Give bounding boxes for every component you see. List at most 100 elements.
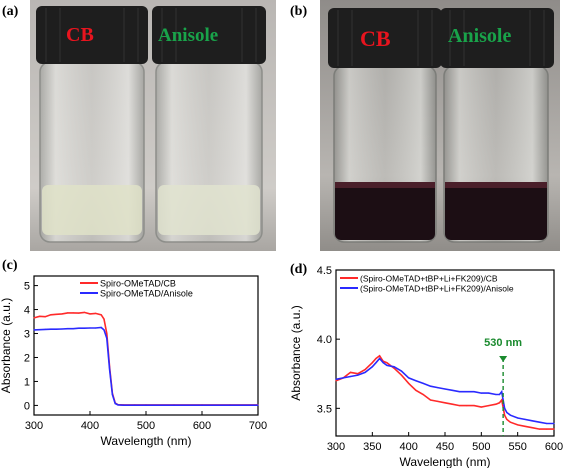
data-point	[437, 400, 439, 402]
data-point	[111, 394, 113, 396]
data-point	[501, 399, 503, 401]
legend-entry-0: (Spiro-OMeTAD+tBP+Li+FK209)/CB	[360, 274, 498, 284]
data-point	[517, 424, 519, 426]
data-point	[531, 420, 533, 422]
data-point	[408, 382, 410, 384]
data-point	[400, 370, 402, 372]
data-point	[451, 403, 453, 405]
data-point	[55, 328, 58, 330]
data-point	[83, 327, 85, 329]
x-tick-label: 600	[545, 441, 563, 453]
marker-arrow-icon	[499, 356, 508, 362]
data-point	[371, 362, 373, 364]
chart-d: 300 350 400 450 500 550 600 3.5 4.0 4.5 Wavelength…	[290, 262, 567, 468]
photo-a: CB Anisole	[30, 0, 276, 251]
data-point	[506, 418, 508, 420]
data-point	[201, 404, 203, 406]
x-axis-label: Wavelength (nm)	[400, 455, 491, 468]
data-point	[100, 314, 102, 316]
data-point	[103, 329, 105, 331]
data-point	[553, 428, 555, 430]
data-point	[257, 404, 259, 406]
data-point	[364, 371, 366, 373]
data-point	[39, 329, 41, 331]
data-point	[466, 391, 468, 393]
data-point	[72, 328, 74, 330]
data-point	[400, 374, 402, 376]
data-point	[95, 327, 97, 329]
data-point	[466, 405, 468, 407]
x-tick-label: 450	[436, 441, 454, 453]
x-tick-label: 600	[193, 420, 211, 432]
data-point	[451, 389, 453, 391]
series-line-1	[33, 326, 258, 406]
data-point	[349, 375, 352, 378]
data-point	[72, 312, 74, 314]
data-point	[103, 318, 105, 320]
data-point	[444, 388, 446, 390]
data-point	[437, 387, 439, 389]
data-point	[95, 312, 97, 314]
data-point	[488, 392, 490, 394]
data-point	[67, 328, 69, 330]
data-point	[415, 389, 417, 391]
vial-label-anisole-a: Anisole	[158, 25, 219, 46]
x-tick-label: 500	[137, 420, 155, 432]
y-tick-label: 2	[24, 352, 30, 364]
panel-label-b: (b)	[290, 4, 308, 19]
data-point	[117, 404, 119, 406]
data-point	[538, 421, 541, 423]
data-point	[382, 362, 384, 364]
x-tick-label: 350	[363, 441, 381, 453]
data-point	[408, 377, 410, 379]
y-tick-label: 4	[24, 305, 30, 317]
data-point	[357, 374, 359, 376]
x-tick-label: 400	[81, 420, 99, 432]
y-tick-label: 1	[24, 376, 30, 388]
data-point	[123, 404, 125, 406]
y-tick-label: 3.5	[317, 403, 332, 415]
series-line-1	[335, 357, 554, 425]
y-tick-label: 4.0	[317, 334, 332, 346]
data-point	[335, 380, 337, 382]
photo-b-drawing	[320, 0, 560, 251]
series-line-0	[335, 354, 554, 430]
x-tick-label: 400	[399, 441, 417, 453]
data-point	[422, 382, 424, 384]
photo-b: CB Anisole	[320, 0, 560, 251]
data-point	[114, 402, 116, 405]
data-point	[429, 385, 432, 387]
data-point	[33, 329, 35, 331]
data-point	[375, 357, 377, 360]
data-point	[386, 362, 388, 364]
data-point	[393, 366, 395, 368]
data-point	[458, 405, 461, 407]
data-point	[473, 405, 475, 407]
data-point	[44, 328, 46, 330]
photo-a-drawing	[30, 0, 276, 251]
y-tick-label: 5	[24, 281, 30, 293]
data-point	[480, 406, 482, 408]
data-point	[78, 327, 80, 329]
chart-d-svg: 300 350 400 450 500 550 600 3.5 4.0 4.5 Wavelength…	[290, 265, 563, 468]
data-point	[495, 403, 497, 405]
data-point	[55, 313, 58, 315]
data-point	[429, 399, 432, 401]
vial-anisole-b	[440, 8, 554, 243]
data-point	[524, 418, 526, 420]
data-point	[506, 411, 508, 414]
data-point	[488, 405, 490, 407]
data-point	[538, 428, 541, 430]
data-point	[50, 328, 52, 330]
y-tick-label: 0	[24, 400, 30, 412]
x-axis-label: Wavelength (nm)	[101, 434, 192, 448]
data-point	[335, 378, 337, 380]
data-point	[50, 314, 52, 316]
vial-label-cb-b: CB	[360, 26, 391, 51]
data-point	[524, 425, 526, 427]
y-axis-label: Absorbance (a.u.)	[290, 305, 303, 400]
data-point	[109, 368, 111, 371]
x-tick-label: 300	[327, 441, 345, 453]
data-point	[375, 362, 377, 364]
data-point	[39, 315, 41, 317]
